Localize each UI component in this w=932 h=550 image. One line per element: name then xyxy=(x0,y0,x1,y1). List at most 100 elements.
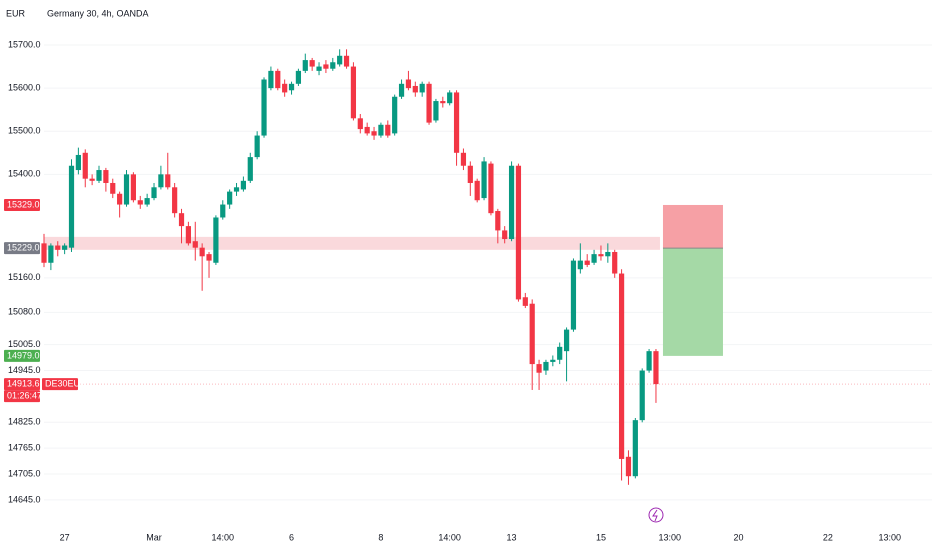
candle-body xyxy=(591,254,597,263)
candle-body xyxy=(254,135,260,158)
candle-body xyxy=(618,273,625,459)
candle-body xyxy=(350,66,357,119)
candle-body xyxy=(639,370,645,421)
candle-body xyxy=(419,83,425,93)
x-tick-label: 8 xyxy=(378,532,383,542)
candle-body xyxy=(96,170,102,181)
candle-body xyxy=(529,303,535,365)
candle-body xyxy=(392,96,398,134)
candle-body xyxy=(130,174,136,201)
y-tick-label: 14945.0 xyxy=(8,365,41,375)
candle-body xyxy=(612,251,618,274)
candle-body xyxy=(433,101,439,121)
candle-body xyxy=(460,152,467,166)
candle-body xyxy=(440,101,446,104)
candle-body xyxy=(158,174,164,188)
candle-body xyxy=(563,329,570,352)
zone xyxy=(44,236,660,250)
candle-body xyxy=(275,70,281,89)
candle-body xyxy=(632,420,638,477)
candle-body xyxy=(467,165,473,183)
candle-body xyxy=(75,154,81,171)
candle-body xyxy=(240,180,247,190)
candle-body xyxy=(605,251,611,257)
candle-body xyxy=(385,124,391,136)
y-tick-label: 15600.0 xyxy=(8,82,41,92)
candle-body xyxy=(165,174,171,188)
target-tag-bg xyxy=(4,349,40,362)
y-tick-label: 15160.0 xyxy=(8,272,41,282)
x-tick-label: 14:00 xyxy=(212,532,235,542)
candle-body xyxy=(68,165,75,248)
symbol-tag: DE30EUR xyxy=(45,378,87,388)
currency: EUR xyxy=(6,8,26,18)
candle-body xyxy=(199,247,205,257)
candle-body xyxy=(117,193,123,205)
candle-body xyxy=(543,361,549,371)
y-tick-label: 15005.0 xyxy=(8,339,41,349)
symbol-tag-bg xyxy=(42,378,78,391)
candle-body xyxy=(227,191,233,205)
x-tick-label: 13 xyxy=(507,532,517,542)
candle-body xyxy=(282,83,288,93)
candle-body xyxy=(426,83,432,123)
x-tick-label: 22 xyxy=(823,532,833,542)
candle-body xyxy=(330,62,336,69)
candle-body xyxy=(323,64,329,69)
candle-body xyxy=(151,187,157,199)
y-tick-label: 14825.0 xyxy=(8,417,41,427)
candle-body xyxy=(577,260,583,270)
x-tick-label: 13:00 xyxy=(878,532,901,542)
candle-body xyxy=(268,70,274,89)
candle-body xyxy=(247,157,253,181)
candle-body xyxy=(364,126,370,134)
countdown-tag: 01:26:47 xyxy=(7,390,42,400)
candle-body xyxy=(488,163,494,214)
candle-body xyxy=(55,245,61,250)
candle-body xyxy=(103,170,109,183)
candle-body xyxy=(371,131,377,136)
candle-body xyxy=(343,55,350,67)
y-tick-label: 14705.0 xyxy=(8,468,41,478)
candle-body xyxy=(570,260,577,330)
candle-body xyxy=(295,70,302,84)
entry-tag: 15229.0 xyxy=(7,242,40,252)
candle-body xyxy=(137,200,143,205)
y-tick-label: 14765.0 xyxy=(8,443,41,453)
countdown-tag-bg xyxy=(4,390,40,403)
candle-body xyxy=(309,60,315,67)
candle-body xyxy=(62,245,68,250)
candle-body xyxy=(653,351,659,385)
event-icon-bolt xyxy=(652,509,658,522)
candle-body xyxy=(495,211,501,231)
y-tick-label: 15400.0 xyxy=(8,169,41,179)
stop-tag: 15329.0 xyxy=(7,199,40,209)
x-tick-label: Mar xyxy=(146,532,162,542)
candle-body xyxy=(302,60,308,71)
candle-body xyxy=(557,346,563,360)
candle-body xyxy=(453,92,460,153)
x-tick-label: 27 xyxy=(60,532,70,542)
candle-body xyxy=(357,118,363,130)
candle-body xyxy=(481,161,487,199)
entry-tag-bg xyxy=(4,242,40,255)
candle-body xyxy=(233,187,240,192)
x-tick-label: 13:00 xyxy=(658,532,681,542)
candle-body xyxy=(206,254,212,261)
event-icon[interactable] xyxy=(648,507,664,523)
stop-area xyxy=(662,204,723,249)
candle-body xyxy=(213,217,219,263)
candle-body xyxy=(178,213,185,227)
candle-body xyxy=(398,83,405,97)
candle-body xyxy=(288,83,295,91)
y-tick-label: 14645.0 xyxy=(8,494,41,504)
candle-body xyxy=(316,66,322,71)
candle-body xyxy=(412,85,418,93)
candle-body xyxy=(508,165,515,240)
candle-body xyxy=(110,182,116,194)
last-price-tag: 14913.6 xyxy=(7,378,40,388)
candle-body xyxy=(474,180,480,201)
candle-body xyxy=(536,364,542,373)
